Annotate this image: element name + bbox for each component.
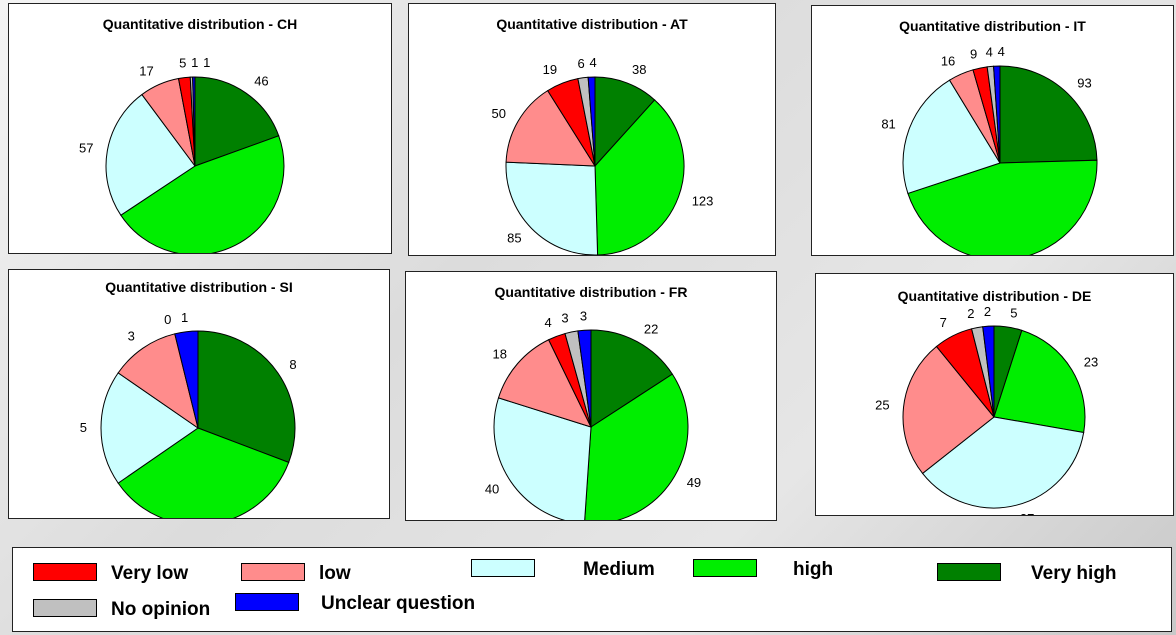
data-label-no-opinion: 1 <box>191 55 198 70</box>
pie-slice-very-high <box>194 76 280 167</box>
data-label-medium: 85 <box>507 230 521 245</box>
legend-swatch-no-opinion <box>33 599 97 617</box>
data-label-low: 25 <box>875 398 889 413</box>
pie-slice-unclear-question <box>993 65 1001 164</box>
pie-slice-high <box>993 329 1086 434</box>
data-label-medium: 81 <box>881 117 895 132</box>
data-label-no-opinion: 4 <box>986 45 993 60</box>
pie-svg: Quantitative distribution - SI895301 <box>80 279 297 518</box>
pie-slice-medium <box>921 416 1085 509</box>
data-label-medium: 37 <box>1020 511 1034 515</box>
pie-slice-high <box>584 373 689 520</box>
chart-title: Quantitative distribution - AT <box>496 16 688 32</box>
chart-title: Quantitative distribution - DE <box>898 288 1092 304</box>
data-label-very-high: 38 <box>632 62 646 77</box>
data-label-very-low: 7 <box>940 315 947 330</box>
data-label-unclear-question: 4 <box>998 44 1005 59</box>
pie-svg: Quantitative distribution - IT9317281169… <box>881 18 1098 255</box>
data-label-high: 123 <box>692 194 714 209</box>
legend-swatch-medium <box>471 559 535 577</box>
pie-slice-low <box>117 333 199 430</box>
chart-title: Quantitative distribution - SI <box>105 279 292 295</box>
legend-swatch-very-high <box>937 563 1001 581</box>
pie-slice-medium <box>493 397 592 520</box>
pie-slice-medium <box>505 161 599 255</box>
pie-slice-unclear-question <box>577 329 592 428</box>
pie-slice-unclear-question <box>174 330 199 429</box>
legend-label-low: low <box>319 563 351 584</box>
pie-chart-ch: Quantitative distribution - CH 46 109 57 17 5… <box>8 3 392 254</box>
data-label-no-opinion: 3 <box>561 310 568 325</box>
data-label-unclear-question: 4 <box>589 55 596 70</box>
data-label-very-high: 5 <box>1010 305 1017 320</box>
pie-slice-medium <box>100 372 199 484</box>
legend-swatch-high <box>693 559 757 577</box>
pie-slice-high <box>117 427 290 518</box>
data-label-unclear-question: 1 <box>181 310 188 325</box>
legend-label-medium: Medium <box>583 559 655 580</box>
pie-slice-unclear-question <box>587 76 596 167</box>
legend-label-unclear-question: Unclear question <box>321 593 476 614</box>
legend-label-very-low: Very low <box>111 563 189 584</box>
data-label-low: 16 <box>941 53 955 68</box>
data-label-unclear-question: 2 <box>984 304 991 319</box>
data-label-low: 17 <box>139 64 153 79</box>
chart-title: Quantitative distribution - FR <box>495 284 688 300</box>
data-label-very-low: 9 <box>970 46 977 61</box>
data-label-very-low: 19 <box>543 62 557 77</box>
pie-slice-high <box>120 135 285 253</box>
data-label-low: 50 <box>492 106 506 121</box>
pie-slice-high <box>907 159 1098 255</box>
legend-label-very-high: Very high <box>1031 563 1117 584</box>
data-label-very-high: 93 <box>1077 75 1091 90</box>
legend-label-high: high <box>793 559 834 580</box>
legend-swatch-unclear-question <box>235 593 299 611</box>
data-label-low: 3 <box>128 329 135 344</box>
data-label-high: 109 <box>241 250 263 253</box>
pie-svg: Quantitative distribution - DE5 23 37 25 7 22 <box>875 288 1098 515</box>
data-label-very-low: 4 <box>544 315 551 330</box>
legend-swatch-low <box>241 563 305 581</box>
pie-slice-medium <box>902 79 1001 195</box>
pie-chart-it: Quantitative distribution - IT9317281169… <box>811 5 1174 256</box>
pie-slice-very-high <box>197 330 296 464</box>
pie-slice-very-high <box>999 65 1098 164</box>
chart-title: Quantitative distribution - IT <box>899 18 1086 34</box>
data-label-very-high: 22 <box>644 321 658 336</box>
data-label-medium: 5 <box>80 420 87 435</box>
pie-slice-medium <box>105 93 196 216</box>
pie-slice-very-high <box>594 76 656 168</box>
pie-chart-si: Quantitative distribution - SI895301 <box>8 269 390 519</box>
pie-slice-high <box>594 99 685 255</box>
pie-chart-at: Quantitative distribution - AT 38 123 85 50 1… <box>408 3 776 256</box>
data-label-very-low: 5 <box>179 56 186 71</box>
data-label-low: 18 <box>493 347 507 362</box>
pie-slice-unclear-question <box>192 76 196 167</box>
data-label-medium: 57 <box>79 140 93 155</box>
data-label-unclear-question: 1 <box>203 55 210 70</box>
pie-slice-low <box>497 339 592 428</box>
pie-slice-low <box>902 345 995 475</box>
pie-chart-de: Quantitative distribution - DE5 23 37 25 7 22 <box>815 273 1174 516</box>
data-label-very-high: 8 <box>289 357 296 372</box>
pie-slice-unclear-question <box>982 325 995 418</box>
data-label-no-opinion: 6 <box>577 56 584 71</box>
data-label-very-high: 46 <box>254 74 268 89</box>
legend: Very low low Medium high Very high No op… <box>12 547 1172 632</box>
data-label-no-opinion: 2 <box>967 306 974 321</box>
pie-svg: Quantitative distribution - AT 38 123 85 50 1… <box>492 16 714 255</box>
legend-swatch-very-low <box>33 563 97 581</box>
pie-svg: Quantitative distribution - CH 46 109 57 17 5… <box>79 16 297 253</box>
pie-slice-low <box>505 89 596 167</box>
data-label-medium: 40 <box>485 482 499 497</box>
data-label-high: 23 <box>1084 355 1098 370</box>
pie-slice-very-high <box>590 329 674 428</box>
legend-label-no-opinion: No opinion <box>111 599 211 620</box>
data-label-unclear-question: 3 <box>580 308 587 323</box>
data-label-high: 49 <box>687 475 701 490</box>
pie-chart-fr: Quantitative distribution - FR 22 49 40 18 4 3… <box>405 271 777 521</box>
chart-title: Quantitative distribution - CH <box>103 16 297 32</box>
data-label-very-low: 0 <box>164 312 171 327</box>
